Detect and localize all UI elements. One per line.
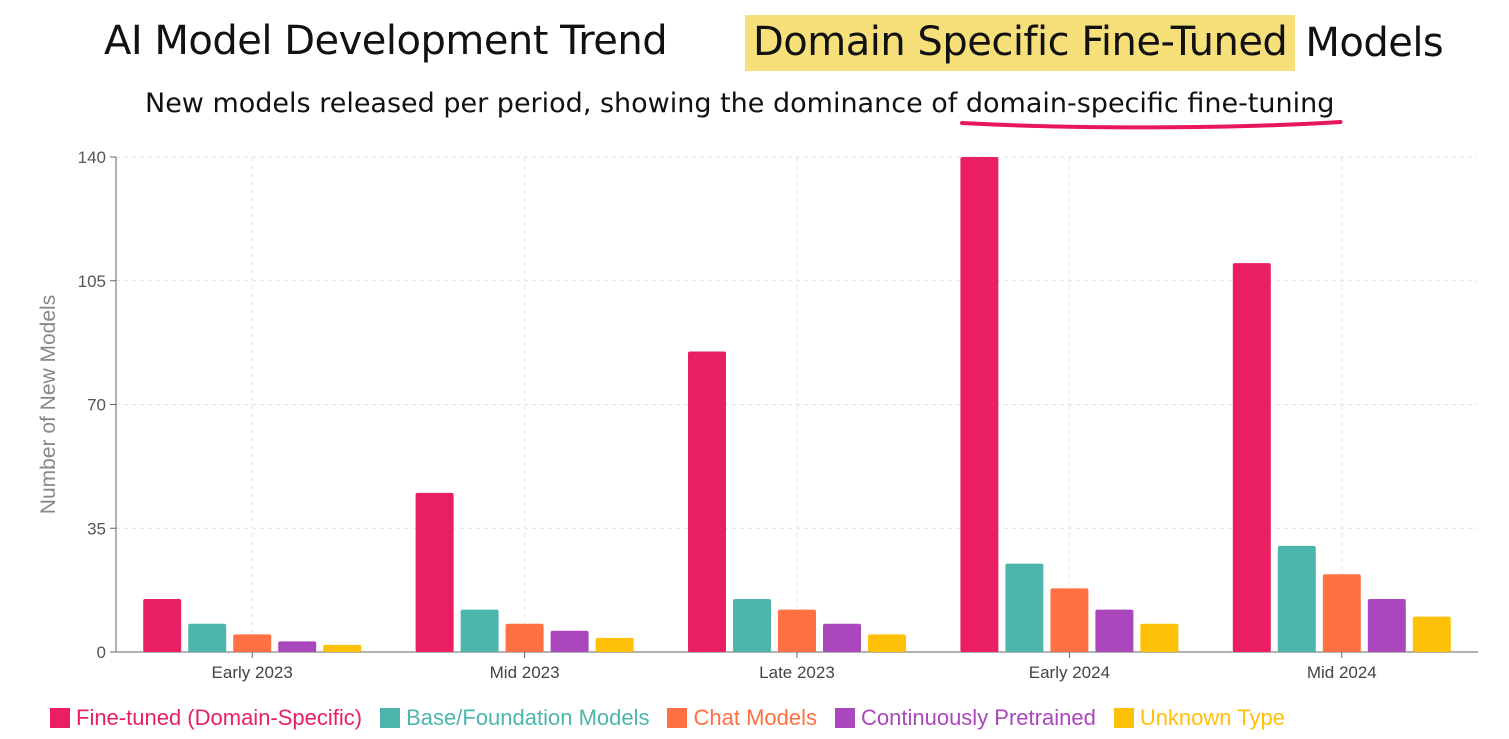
x-tick-label-0: Early 2023 bbox=[212, 663, 293, 682]
x-tick-label-4: Mid 2024 bbox=[1307, 663, 1377, 682]
legend-item-4: Continuously Pretrained bbox=[835, 705, 1096, 731]
y-axis-label: Number of New Models bbox=[37, 295, 60, 514]
legend-item-2: Base/Foundation Models bbox=[380, 705, 649, 731]
y-tick-label-3: 105 bbox=[78, 272, 106, 291]
bar-2-2 bbox=[460, 609, 499, 652]
bar-4-1 bbox=[278, 641, 317, 652]
legend-label-4: Continuously Pretrained bbox=[861, 705, 1096, 730]
bar-3-5 bbox=[1322, 574, 1361, 652]
y-tick-label-0: 0 bbox=[97, 643, 106, 662]
bar-3-1 bbox=[233, 634, 272, 652]
bar-1-5 bbox=[1232, 263, 1271, 652]
legend-item-5: Unknown Type bbox=[1113, 705, 1285, 731]
chart-title-right: Domain Specific Fine-Tuned Models bbox=[745, 12, 1444, 74]
x-tick-label-2: Late 2023 bbox=[759, 663, 835, 682]
legend-item-3: Chat Models bbox=[667, 705, 817, 731]
bar-1-1 bbox=[143, 598, 182, 652]
title-rest: Models bbox=[1305, 20, 1444, 66]
x-tick-label-3: Early 2024 bbox=[1029, 663, 1110, 682]
bar-5-2 bbox=[595, 637, 634, 652]
subtitle-underline bbox=[962, 117, 1341, 133]
legend-item-1: Fine-tuned (Domain-Specific) bbox=[50, 705, 362, 731]
legend-label-2: Base/Foundation Models bbox=[406, 705, 650, 730]
legend-swatch-5 bbox=[1113, 708, 1134, 728]
legend-swatch-2 bbox=[380, 708, 401, 728]
bar-5-4 bbox=[1140, 623, 1179, 652]
bar-3-3 bbox=[778, 609, 816, 652]
y-tick-label-2: 70 bbox=[87, 396, 106, 415]
bar-4-3 bbox=[823, 623, 861, 652]
bar-5-1 bbox=[323, 644, 362, 652]
bar-5-5 bbox=[1412, 616, 1451, 652]
legend-swatch-4 bbox=[835, 708, 855, 728]
legend-label-3: Chat Models bbox=[693, 705, 817, 730]
title-highlight: Domain Specific Fine-Tuned bbox=[745, 15, 1296, 71]
bar-2-5 bbox=[1277, 545, 1316, 652]
chart-legend: Fine-tuned (Domain-Specific) Base/Foundat… bbox=[50, 703, 1285, 733]
legend-label-5: Unknown Type bbox=[1139, 705, 1285, 730]
legend-swatch-3 bbox=[667, 708, 688, 728]
bar-3-2 bbox=[505, 623, 544, 652]
bar-2-1 bbox=[188, 623, 227, 652]
legend-label-1: Fine-tuned (Domain-Specific) bbox=[76, 705, 363, 730]
bar-1-4 bbox=[960, 157, 999, 652]
legend-swatch-1 bbox=[50, 708, 70, 728]
bar-1-2 bbox=[415, 492, 454, 652]
bar-1-3 bbox=[688, 351, 726, 652]
chart-subtitle: New models released per period, showing … bbox=[145, 88, 1334, 119]
y-tick-label-4: 140 bbox=[78, 148, 106, 167]
bar-4-5 bbox=[1367, 598, 1406, 652]
subtitle-emphasis-text: domain-specific fine-tuning bbox=[965, 88, 1335, 119]
bar-5-3 bbox=[868, 634, 906, 652]
x-tick-label-1: Mid 2023 bbox=[490, 663, 560, 682]
bar-2-4 bbox=[1005, 563, 1044, 652]
bar-4-2 bbox=[550, 630, 589, 652]
subtitle-prefix: New models released per period, showing … bbox=[145, 88, 966, 119]
subtitle-emphasis: domain-specific fine-tuning bbox=[966, 88, 1335, 119]
bar-2-3 bbox=[733, 598, 771, 652]
bar-4-4 bbox=[1095, 609, 1134, 652]
chart-title-left: AI Model Development Trend bbox=[104, 18, 668, 64]
bar-3-4 bbox=[1050, 588, 1089, 652]
bar-chart: 0 35 70 105 140 Number of New Models Early 202… bbox=[37, 148, 1478, 682]
y-tick-label-1: 35 bbox=[87, 519, 106, 538]
title-row: AI Model Development Trend Domain Specif… bbox=[0, 8, 1509, 78]
